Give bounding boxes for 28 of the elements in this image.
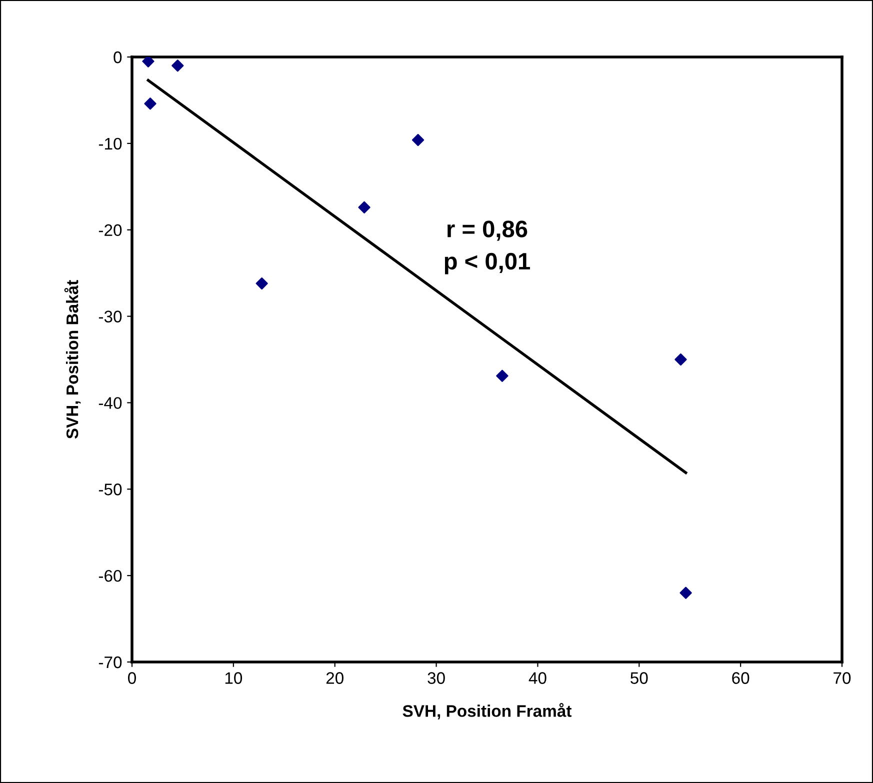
y-tick-label: -70 bbox=[98, 656, 122, 668]
x-tick-label: 70 bbox=[834, 672, 851, 684]
point bbox=[412, 134, 424, 146]
y-axis-title: SVH, Position Bakåt bbox=[64, 280, 81, 439]
x-tick-label: 0 bbox=[128, 672, 136, 684]
y-tick-label: -50 bbox=[98, 484, 122, 496]
x-axis-title: SVH, Position Framåt bbox=[402, 703, 572, 720]
point bbox=[172, 60, 184, 72]
point bbox=[144, 98, 156, 110]
x-tick-label: 60 bbox=[732, 672, 750, 684]
x-tick-label: 40 bbox=[528, 672, 546, 684]
x-tick-label: 20 bbox=[326, 672, 344, 684]
point bbox=[256, 277, 268, 290]
annotation: r = 0,86 p < 0,01 bbox=[444, 220, 530, 274]
point bbox=[358, 201, 370, 214]
point bbox=[674, 353, 687, 366]
y-tick-label: -30 bbox=[98, 310, 122, 322]
point bbox=[496, 370, 508, 382]
y-tick-label: 0 bbox=[114, 51, 122, 64]
point bbox=[142, 57, 154, 68]
x-tick-label: 50 bbox=[630, 672, 648, 684]
y-tick-label: -10 bbox=[98, 138, 122, 150]
x-tick-label: 30 bbox=[428, 672, 445, 684]
y-tick-label: -60 bbox=[98, 570, 122, 582]
x-tick-label: 10 bbox=[225, 672, 242, 684]
y-tick-label: -40 bbox=[98, 397, 122, 409]
point bbox=[680, 586, 692, 599]
y-tick-label: -20 bbox=[98, 224, 122, 236]
